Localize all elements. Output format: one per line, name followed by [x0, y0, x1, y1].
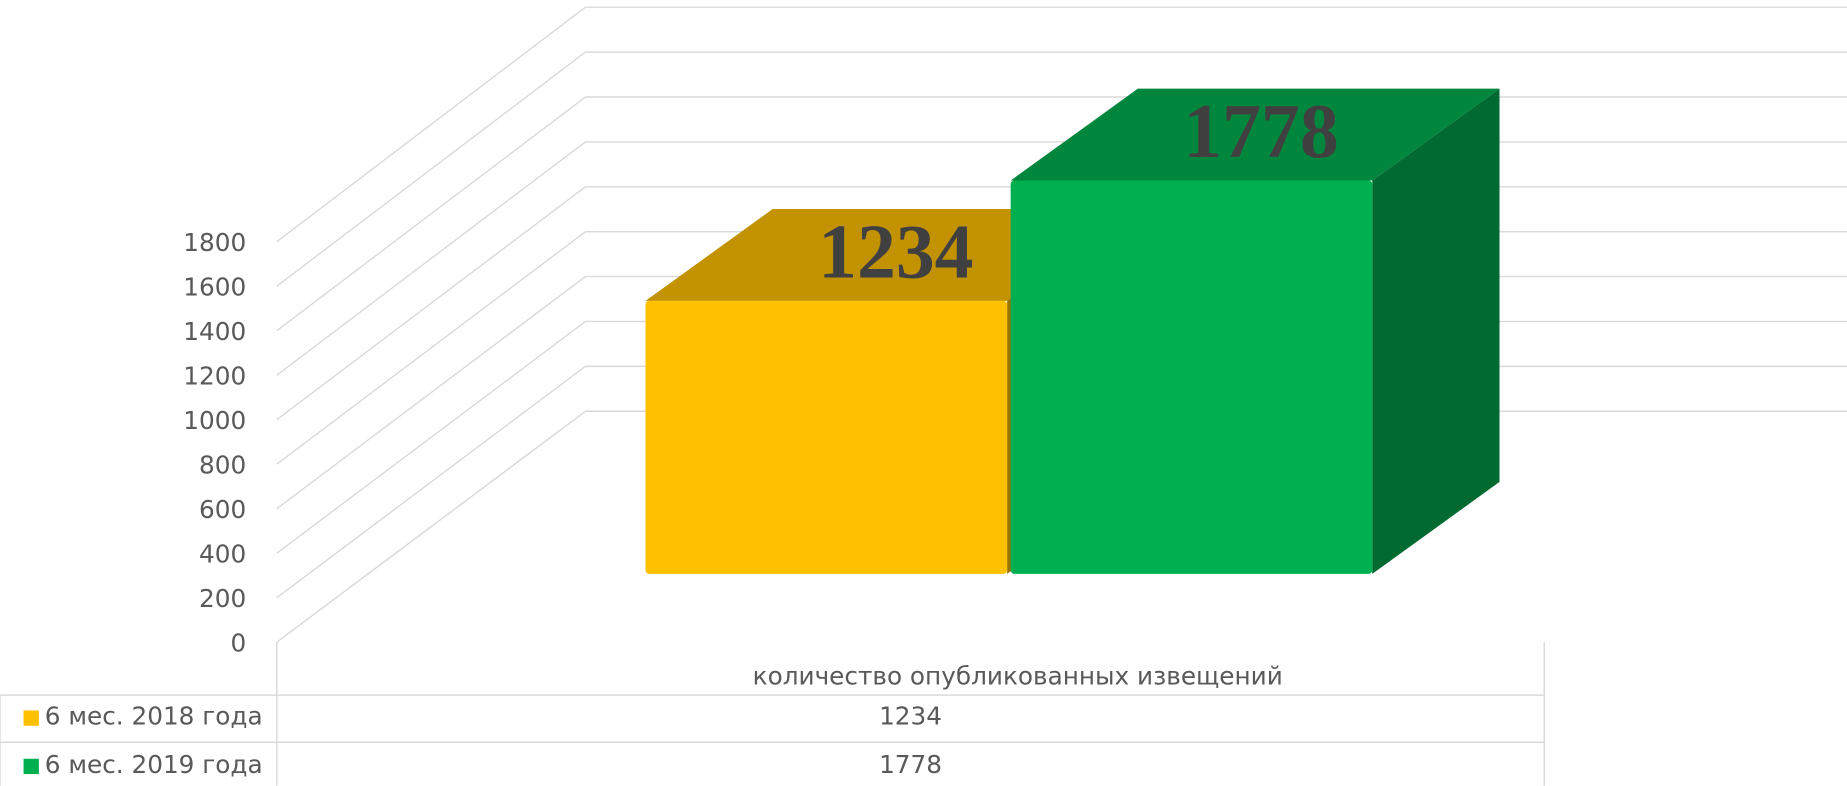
grid-line	[276, 276, 586, 510]
y-tick-label: 1800	[183, 228, 246, 257]
grid-line	[276, 365, 586, 599]
legend-key	[23, 758, 39, 775]
data-table	[0, 642, 1545, 786]
data-label: 1234	[818, 208, 973, 294]
y-tick-label: 0	[230, 628, 246, 657]
data-label: 1778	[1183, 88, 1338, 174]
legend-label: 6 мес. 2019 года	[45, 750, 263, 779]
table-value: 1778	[879, 750, 942, 779]
bar	[1010, 180, 1373, 574]
y-tick-label: 400	[199, 539, 246, 568]
y-tick-label: 1200	[183, 361, 246, 390]
bar-side	[1372, 88, 1500, 574]
y-tick-label: 1600	[183, 272, 246, 301]
legend-key	[23, 710, 39, 726]
x-tick-label: количество опубликованных извещений	[753, 661, 1283, 690]
y-tick-label: 1000	[183, 406, 246, 435]
grid-line	[276, 231, 586, 465]
y-tick-label: 200	[199, 584, 246, 613]
grid-line	[276, 141, 586, 376]
grid-line	[276, 186, 586, 421]
bar	[645, 300, 1008, 574]
grid-line	[276, 320, 586, 554]
y-tick-label: 800	[199, 450, 246, 479]
grid-line	[276, 96, 586, 332]
table-value: 1234	[879, 702, 942, 731]
grid-line	[276, 51, 586, 287]
grid-line	[276, 6, 586, 243]
y-tick-label: 600	[199, 495, 246, 524]
y-tick-label: 1400	[183, 317, 246, 346]
legend-label: 6 мес. 2018 года	[45, 702, 263, 731]
grid-line	[276, 410, 586, 643]
bar-top	[1010, 88, 1500, 181]
